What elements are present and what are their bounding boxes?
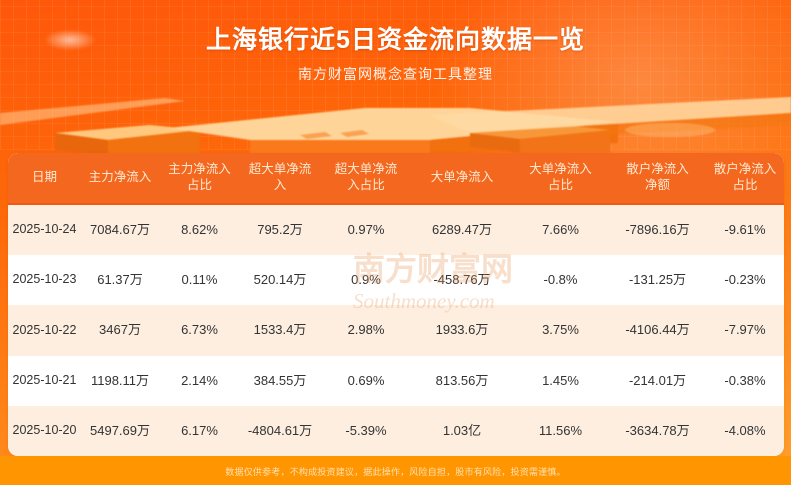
svg-text:南方财富网: 南方财富网 bbox=[353, 251, 513, 287]
svg-text:Southmoney.com: Southmoney.com bbox=[353, 289, 495, 313]
